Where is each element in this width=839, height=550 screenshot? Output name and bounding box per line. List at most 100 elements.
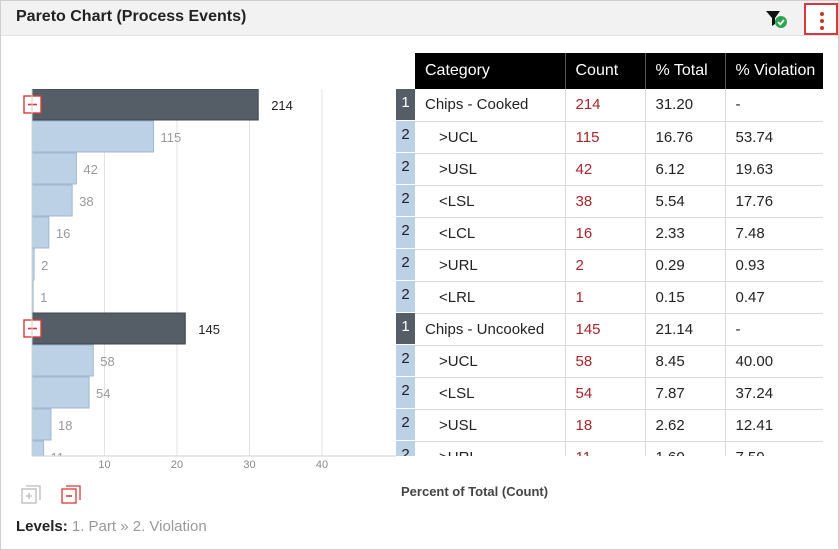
cell-count: 145	[565, 313, 646, 346]
cell-pct-violation: -	[725, 313, 823, 346]
cell-category: >URL	[415, 249, 566, 282]
menu-dot	[820, 26, 824, 30]
x-tick-label: 10	[98, 459, 110, 471]
cell-pct-violation: 7.59	[725, 441, 823, 456]
cell-count: 58	[565, 345, 646, 378]
level-badge: 1	[396, 89, 415, 121]
cell-category: <LSL	[415, 377, 566, 410]
filter-check-icon[interactable]	[765, 9, 789, 29]
bar-value-label: 145	[198, 322, 220, 337]
cell-category: Chips - Cooked	[415, 89, 566, 122]
level-badge: 1	[396, 313, 415, 345]
breadcrumb-separator: »	[120, 518, 129, 535]
cell-pct-violation: 7.48	[725, 217, 823, 250]
bar-value-label: 18	[58, 418, 72, 433]
cell-pct-total: 0.15	[645, 281, 726, 314]
bar	[31, 376, 90, 409]
bar-value-label: 214	[271, 98, 293, 113]
x-tick-label: 30	[243, 459, 255, 471]
cell-count: 38	[565, 185, 646, 218]
table-row[interactable]: <LRL 1 0.15 0.47	[415, 281, 823, 314]
level-badge: 2	[396, 345, 415, 377]
x-tick-label: 40	[316, 459, 328, 471]
bar-value-label: 115	[161, 130, 182, 145]
cell-pct-total: 7.87	[645, 377, 726, 410]
cell-pct-violation: -	[725, 89, 823, 122]
bar-value-label: 16	[56, 226, 70, 241]
expand-all-icon[interactable]	[21, 485, 41, 505]
cell-pct-total: 16.76	[645, 121, 726, 154]
cell-pct-total: 5.54	[645, 185, 726, 218]
bar-value-label: 54	[96, 386, 110, 401]
col-header-pct-violation[interactable]: % Violation	[725, 53, 823, 89]
bar	[31, 440, 45, 456]
table-row[interactable]: <LCL 16 2.33 7.48	[415, 217, 823, 250]
level-badge: 2	[396, 441, 415, 456]
cell-pct-total: 8.45	[645, 345, 726, 378]
table-row[interactable]: <LSL 38 5.54 17.76	[415, 185, 823, 218]
cell-count: 214	[565, 89, 646, 122]
cell-category: <LRL	[415, 281, 566, 314]
cell-category: >UCL	[415, 121, 566, 154]
levels-breadcrumb: Levels: 1. Part » 2. Violation	[16, 518, 207, 535]
cell-pct-total: 0.29	[645, 249, 726, 282]
table-row[interactable]: >UCL 115 16.76 53.74	[415, 121, 823, 154]
cell-count: 11	[565, 441, 646, 456]
table-row[interactable]: >UCL 58 8.45 40.00	[415, 345, 823, 378]
cell-pct-violation: 12.41	[725, 409, 823, 442]
level-badge: 2	[396, 185, 415, 217]
cell-category: >USL	[415, 409, 566, 442]
cell-pct-violation: 0.47	[725, 281, 823, 314]
collapse-all-icon[interactable]	[61, 485, 81, 505]
panel-menu-button[interactable]	[804, 3, 838, 35]
bar	[31, 89, 259, 121]
pareto-bar-chart: 10 20 30 40 214 115 42 38 16 2 1 145 58 54 18 11	[23, 89, 396, 471]
table-row[interactable]: Chips - Uncooked 145 21.14-	[415, 313, 823, 346]
col-header-category[interactable]: Category	[415, 53, 566, 89]
level-badge: 2	[396, 409, 415, 441]
table-row[interactable]: >USL 42 6.12 19.63	[415, 153, 823, 186]
cell-category: <LCL	[415, 217, 566, 250]
bar	[31, 408, 52, 441]
bar	[31, 120, 155, 153]
level-part-link[interactable]: 1. Part	[71, 518, 117, 535]
cell-count: 42	[565, 153, 646, 186]
col-header-pct-total[interactable]: % Total	[645, 53, 726, 89]
panel-header: Pareto Chart (Process Events)	[1, 1, 838, 36]
bar	[31, 184, 73, 217]
table-row[interactable]: >USL 18 2.62 12.41	[415, 409, 823, 442]
table-row[interactable]: <LSL 54 7.87 37.24	[415, 377, 823, 410]
cell-pct-total: 6.12	[645, 153, 726, 186]
bar-value-label: 1	[40, 290, 47, 305]
table-row[interactable]: Chips - Cooked 214 31.20-	[415, 89, 823, 122]
cell-pct-total: 1.60	[645, 441, 726, 456]
cell-pct-total: 2.62	[645, 409, 726, 442]
cell-pct-total: 21.14	[645, 313, 726, 346]
cell-category: >URL	[415, 441, 566, 456]
level-badge: 2	[396, 249, 415, 281]
bar-value-label: 11	[51, 450, 65, 465]
cell-count: 115	[565, 121, 646, 154]
panel-title: Pareto Chart (Process Events)	[16, 8, 247, 25]
bar-value-label: 38	[79, 194, 93, 209]
bars-group: 214 115 42 38 16 2 1 145 58 54 18 11	[31, 89, 293, 465]
cell-category: <LSL	[415, 185, 566, 218]
x-axis-title: Percent of Total (Count)	[401, 484, 549, 499]
menu-dot	[820, 19, 824, 23]
bar	[31, 312, 186, 345]
level-badge: 2	[396, 217, 415, 249]
bar	[31, 216, 50, 249]
cell-category: >UCL	[415, 345, 566, 378]
table-row[interactable]: >URL 2 0.29 0.93	[415, 249, 823, 282]
levels-label: Levels:	[16, 518, 68, 535]
bar-value-label: 42	[83, 162, 97, 177]
bar	[31, 152, 77, 185]
col-header-count[interactable]: Count	[565, 53, 646, 89]
cell-pct-violation: 0.93	[725, 249, 823, 282]
cell-pct-total: 2.33	[645, 217, 726, 250]
bar-value-label: 58	[100, 354, 114, 369]
level-violation-link[interactable]: 2. Violation	[132, 518, 207, 535]
table-row[interactable]: >URL111.607.59	[415, 441, 823, 456]
cell-pct-violation: 53.74	[725, 121, 823, 154]
